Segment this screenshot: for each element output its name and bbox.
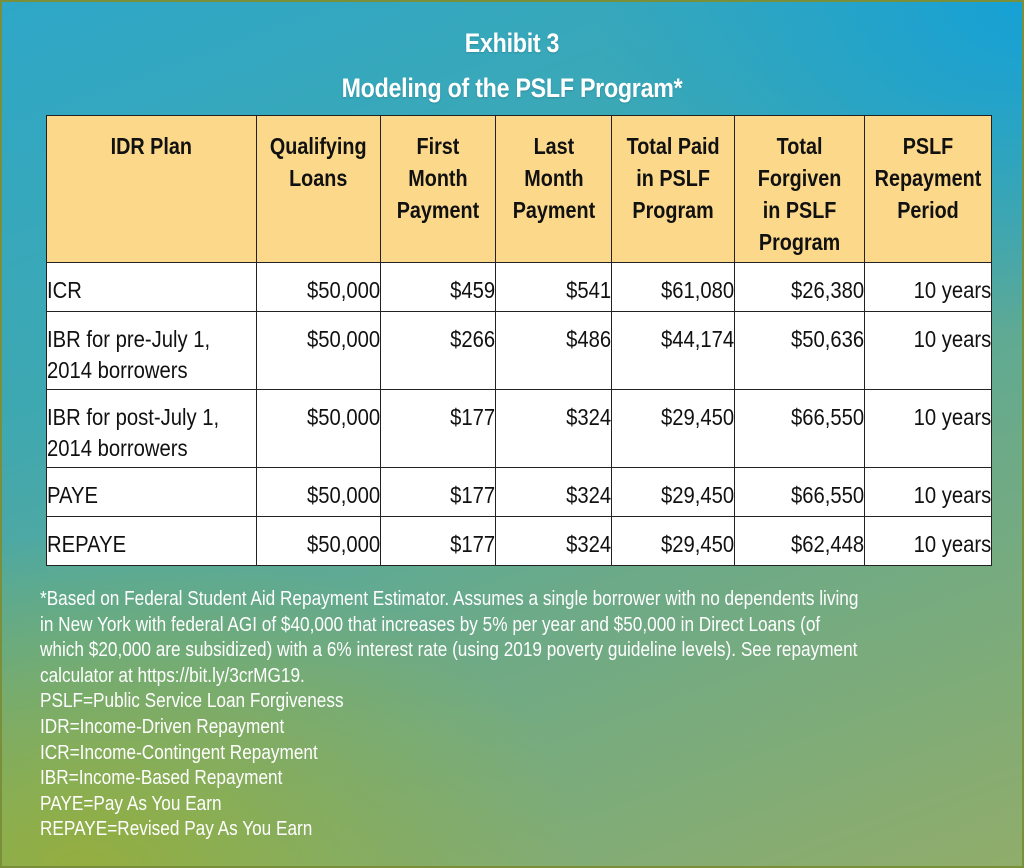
table-row: ICR $50,000 $459 $541 $61,080 $26,380 10… bbox=[46, 262, 992, 312]
glossary-icr: ICR=Income-Contingent Repayment bbox=[40, 741, 318, 764]
cell-total-paid: $61,080 bbox=[611, 262, 735, 312]
glossary-paye: PAYE=Pay As You Earn bbox=[40, 792, 222, 815]
cell-total-forgiven: $66,550 bbox=[734, 389, 865, 468]
header-qualifying-loans: Qualifying Loans bbox=[256, 115, 381, 263]
cell-total-paid: $29,450 bbox=[611, 389, 735, 468]
cell-plan: REPAYE bbox=[46, 516, 257, 566]
glossary-idr: IDR=Income-Driven Repayment bbox=[40, 715, 285, 738]
cell-first-payment: $459 bbox=[380, 262, 496, 312]
cell-period: 10 years bbox=[864, 311, 992, 390]
cell-last-payment: $324 bbox=[495, 516, 612, 566]
cell-plan: ICR bbox=[46, 262, 257, 312]
glossary-repaye: REPAYE=Revised Pay As You Earn bbox=[40, 818, 313, 841]
cell-total-paid: $29,450 bbox=[611, 467, 735, 517]
pslf-modeling-table: IDR Plan Qualifying Loans First Month Pa… bbox=[46, 115, 992, 566]
footnote-line: in New York with federal AGI of $40,000 … bbox=[40, 613, 821, 636]
cell-first-payment: $177 bbox=[380, 516, 496, 566]
header-total-paid: Total Paid in PSLF Program bbox=[611, 115, 735, 263]
cell-total-forgiven: $26,380 bbox=[734, 262, 865, 312]
header-first-month-payment: First Month Payment bbox=[380, 115, 496, 263]
cell-last-payment: $324 bbox=[495, 467, 612, 517]
cell-plan: PAYE bbox=[46, 467, 257, 517]
footnote-line: which $20,000 are subsidized) with a 6% … bbox=[40, 639, 858, 662]
table-row: IBR for post-July 1, 2014 borrowers $50,… bbox=[46, 389, 992, 468]
cell-total-paid: $29,450 bbox=[611, 516, 735, 566]
cell-period: 10 years bbox=[864, 516, 992, 566]
exhibit-title: Modeling of the PSLF Program* bbox=[341, 73, 683, 103]
cell-period: 10 years bbox=[864, 389, 992, 468]
cell-last-payment: $324 bbox=[495, 389, 612, 468]
cell-qualifying: $50,000 bbox=[256, 516, 381, 566]
cell-total-paid: $44,174 bbox=[611, 311, 735, 390]
cell-qualifying: $50,000 bbox=[256, 311, 381, 390]
cell-plan: IBR for post-July 1, 2014 borrowers bbox=[46, 389, 257, 468]
footnote-line: *Based on Federal Student Aid Repayment … bbox=[40, 588, 859, 610]
glossary-ibr: IBR=Income-Based Repayment bbox=[40, 767, 283, 790]
cell-qualifying: $50,000 bbox=[256, 467, 381, 517]
footnote-line: calculator at https://bit.ly/3crMG19. bbox=[40, 664, 305, 687]
table-header-row: IDR Plan Qualifying Loans First Month Pa… bbox=[46, 115, 992, 263]
cell-total-forgiven: $66,550 bbox=[734, 467, 865, 517]
cell-first-payment: $177 bbox=[380, 467, 496, 517]
cell-first-payment: $177 bbox=[380, 389, 496, 468]
cell-last-payment: $541 bbox=[495, 262, 612, 312]
cell-first-payment: $266 bbox=[380, 311, 496, 390]
cell-total-forgiven: $50,636 bbox=[734, 311, 865, 390]
cell-period: 10 years bbox=[864, 467, 992, 517]
table-row: PAYE $50,000 $177 $324 $29,450 $66,550 1… bbox=[46, 467, 992, 517]
cell-plan: IBR for pre-July 1, 2014 borrowers bbox=[46, 311, 257, 390]
cell-total-forgiven: $62,448 bbox=[734, 516, 865, 566]
table-row: IBR for pre-July 1, 2014 borrowers $50,0… bbox=[46, 311, 992, 390]
cell-qualifying: $50,000 bbox=[256, 389, 381, 468]
glossary-pslf: PSLF=Public Service Loan Forgiveness bbox=[40, 690, 344, 713]
header-repayment-period: PSLF Repayment Period bbox=[864, 115, 992, 263]
exhibit-label: Exhibit 3 bbox=[464, 28, 560, 58]
cell-period: 10 years bbox=[864, 262, 992, 312]
table-row: REPAYE $50,000 $177 $324 $29,450 $62,448… bbox=[46, 516, 992, 566]
header-total-forgiven: Total Forgiven in PSLF Program bbox=[734, 115, 865, 263]
cell-qualifying: $50,000 bbox=[256, 262, 381, 312]
header-last-month-payment: Last Month Payment bbox=[495, 115, 612, 263]
header-idr-plan: IDR Plan bbox=[46, 115, 257, 263]
cell-last-payment: $486 bbox=[495, 311, 612, 390]
footnote-section: *Based on Federal Student Aid Repayment … bbox=[40, 587, 973, 843]
